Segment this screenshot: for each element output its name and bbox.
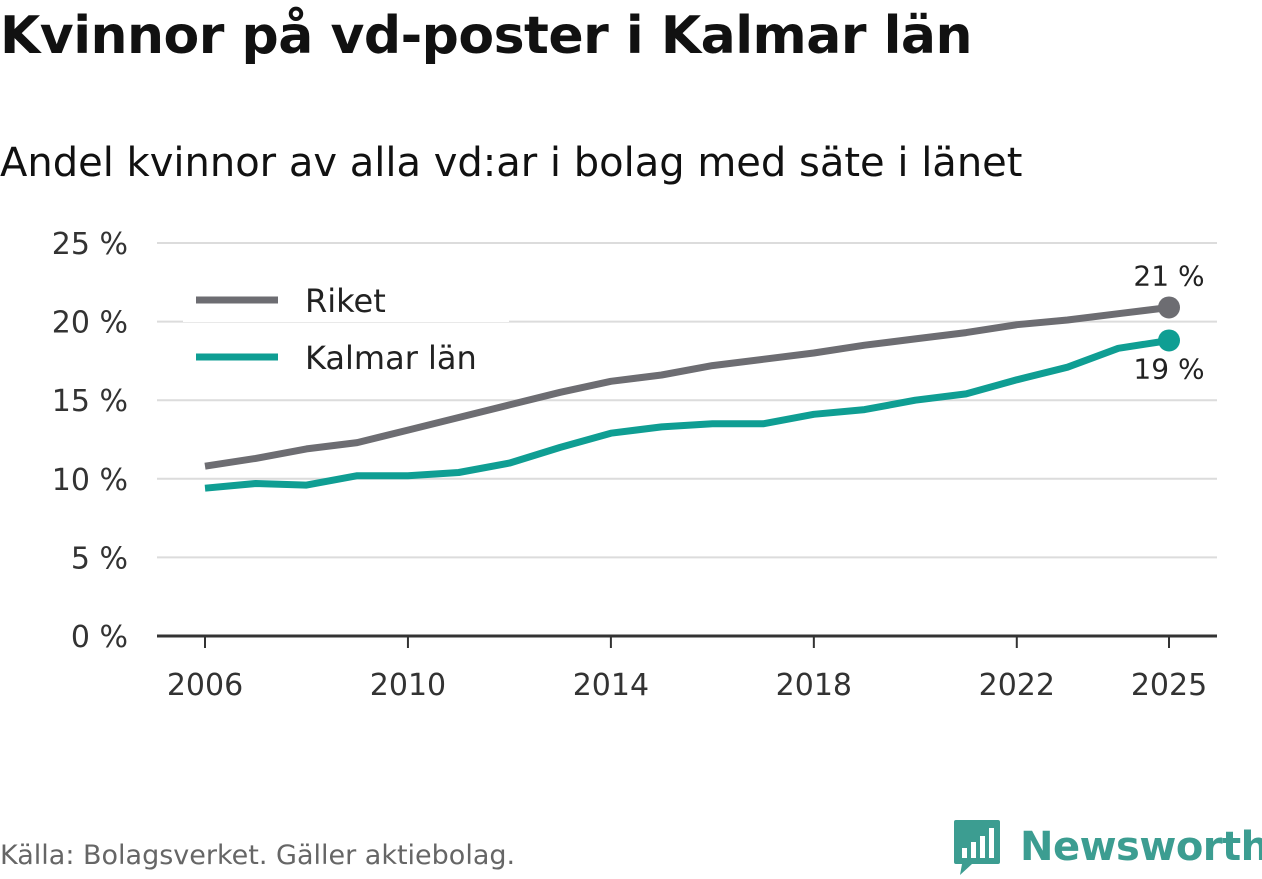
y-tick-label: 10 % [52,463,128,498]
y-tick-label: 15 % [52,384,128,419]
y-tick-label: 25 % [52,227,128,262]
x-tick-label: 2018 [776,668,852,703]
legend-background [183,268,509,322]
x-tick-label: 2025 [1131,668,1207,703]
newsworthy-icon [954,820,1000,875]
legend-label: Kalmar län [305,339,477,377]
x-axis: 2006 2010 2014 2018 2022 2025 [157,634,1217,703]
x-tick-label: 2010 [370,668,446,703]
legend: Riket Kalmar län [183,268,509,377]
series-line [204,337,1170,492]
y-tick-label: 0 % [71,620,128,655]
x-tick-label: 2022 [979,668,1055,703]
series-lines [204,304,1170,492]
end-label: 21 % [1133,259,1204,292]
x-tick-label: 2014 [573,668,649,703]
end-markers: 21 % 19 % [1133,259,1204,385]
legend-label: Riket [305,282,386,320]
y-tick-label: 20 % [52,306,128,341]
source-note: Källa: Bolagsverket. Gäller aktiebolag. [0,840,516,871]
series-line [204,304,1170,470]
brand-name: Newsworthy [1020,824,1262,870]
y-axis-labels: 0 % 5 % 10 % 15 % 20 % 25 % [52,227,128,655]
x-tick-label: 2006 [167,668,243,703]
chart-title: Kvinnor på vd-poster i Kalmar län [0,6,973,66]
end-point [1158,296,1180,319]
end-point [1158,329,1180,352]
end-label: 19 % [1133,352,1204,385]
chart-subtitle: Andel kvinnor av alla vd:ar i bolag med … [0,140,1023,186]
y-tick-label: 5 % [71,541,128,576]
brand-logo: Newsworthy [952,818,1262,876]
